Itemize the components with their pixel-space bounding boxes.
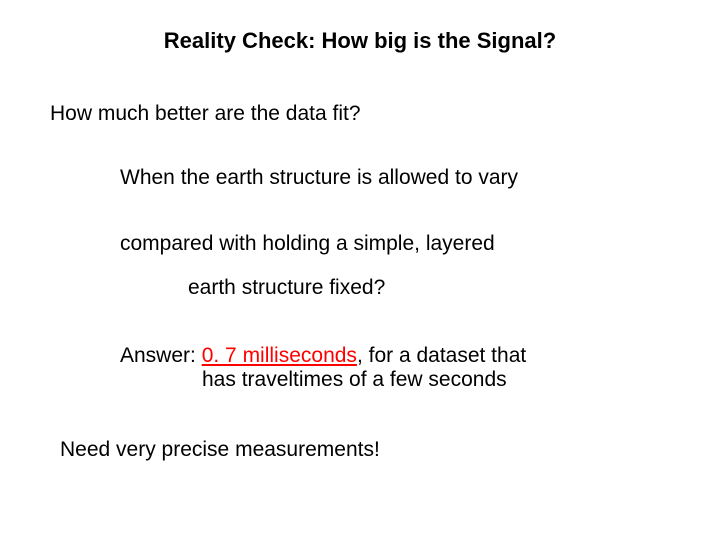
body-line-1: When the earth structure is allowed to v…	[120, 166, 670, 190]
answer-line-1: Answer: 0. 7 milliseconds, for a dataset…	[120, 344, 670, 368]
body-line-2: compared with holding a simple, layered	[120, 232, 670, 256]
body-line-3: earth structure fixed?	[188, 276, 670, 300]
answer-emphasis: 0. 7 milliseconds	[202, 344, 357, 367]
slide-container: Reality Check: How big is the Signal? Ho…	[0, 0, 720, 540]
answer-suffix: , for a dataset that	[357, 344, 526, 367]
answer-line-2: has traveltimes of a few seconds	[202, 368, 670, 392]
answer-prefix: Answer:	[120, 344, 202, 367]
conclusion-text: Need very precise measurements!	[60, 438, 670, 462]
slide-title: Reality Check: How big is the Signal?	[90, 28, 630, 54]
answer-block: Answer: 0. 7 milliseconds, for a dataset…	[120, 344, 670, 392]
question-text: How much better are the data fit?	[50, 102, 670, 126]
